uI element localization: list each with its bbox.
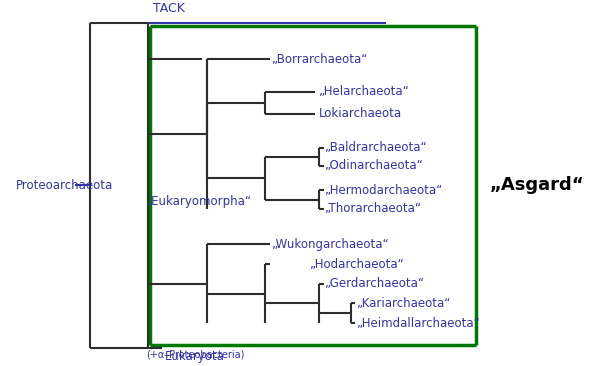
Text: „Hodarchaeota“: „Hodarchaeota“ — [310, 258, 405, 270]
Text: (+α–Proteobacteria): (+α–Proteobacteria) — [146, 350, 245, 359]
Text: „Thorarchaeota“: „Thorarchaeota“ — [325, 202, 422, 216]
Text: Proteoarchaeota: Proteoarchaeota — [16, 179, 113, 192]
Text: „Helarchaeota“: „Helarchaeota“ — [319, 85, 410, 98]
Text: „Kariarchaeota“: „Kariarchaeota“ — [357, 297, 451, 310]
Text: „Hermodarchaeota“: „Hermodarchaeota“ — [325, 184, 444, 197]
Text: „Wukongarchaeota“: „Wukongarchaeota“ — [273, 238, 390, 251]
Text: „Eukaryomorpha“: „Eukaryomorpha“ — [146, 195, 251, 208]
Text: Eukaryota: Eukaryota — [165, 350, 224, 363]
Text: „Baldrarchaeota“: „Baldrarchaeota“ — [325, 141, 428, 154]
Text: „Borrarchaeota“: „Borrarchaeota“ — [273, 53, 369, 66]
Text: „Heimdallarchaeota“: „Heimdallarchaeota“ — [357, 317, 480, 329]
Text: „Asgard“: „Asgard“ — [490, 176, 585, 194]
Text: „Odinarchaeota“: „Odinarchaeota“ — [325, 159, 424, 172]
Text: „Gerdarchaeota“: „Gerdarchaeota“ — [325, 277, 425, 290]
Text: Lokiarchaeota: Lokiarchaeota — [319, 107, 402, 120]
Text: TACK: TACK — [153, 2, 185, 15]
